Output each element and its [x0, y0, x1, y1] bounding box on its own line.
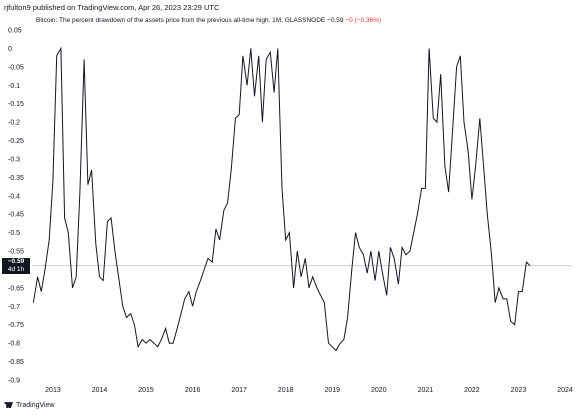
- y-tick-label: -0.35: [8, 175, 24, 182]
- y-tick-label: -0.85: [8, 359, 24, 366]
- x-tick-label: 2024: [557, 387, 573, 394]
- y-tick-label: -0.9: [8, 378, 20, 385]
- price-tag-value: −0.59: [7, 257, 25, 265]
- tradingview-logo[interactable]: TradingView: [4, 402, 55, 409]
- y-tick-label: -0.15: [8, 101, 24, 108]
- publish-attribution: rjfulton9 published on TradingView.com, …: [4, 3, 220, 12]
- y-tick-label: -0.2: [8, 120, 20, 127]
- x-tick-label: 2021: [418, 387, 434, 394]
- current-price-tag: −0.59 4d 1h: [2, 257, 30, 274]
- series-line: [32, 46, 531, 352]
- x-tick-label: 2018: [278, 387, 294, 394]
- legend-series-title: Bitcoin: The percent drawdown of the ass…: [36, 17, 326, 24]
- y-tick-label: -0.8: [8, 341, 20, 348]
- y-axis: 0.05 0 -0.05 -0.1 -0.15 -0.2 -0.25 -0.3 -0.35 -0.…: [8, 28, 24, 385]
- y-tick-label: -0.55: [8, 249, 24, 256]
- y-tick-label: -0.1: [8, 83, 20, 90]
- y-tick-label: -0.4: [8, 193, 20, 200]
- x-axis: 2013 2014 2015 2016 2017 2018 2019 2020 2021 2022…: [45, 387, 573, 394]
- legend-change: −0 (−0.36%): [345, 17, 382, 24]
- x-tick-label: 2016: [185, 387, 201, 394]
- y-tick-label: -0.05: [8, 64, 24, 71]
- x-tick-label: 2023: [511, 387, 527, 394]
- y-tick-label: -0.3: [8, 156, 20, 163]
- y-tick-label: -0.7: [8, 304, 20, 311]
- y-tick-label: -0.45: [8, 212, 24, 219]
- price-tag-countdown: 4d 1h: [7, 265, 25, 273]
- y-tick-label: -0.25: [8, 138, 24, 145]
- x-tick-label: 2019: [324, 387, 340, 394]
- y-tick-label: 0.05: [8, 28, 22, 35]
- y-tick-label: -0.65: [8, 285, 24, 292]
- x-tick-label: 2015: [138, 387, 154, 394]
- series-legend[interactable]: Bitcoin: The percent drawdown of the ass…: [36, 17, 381, 24]
- y-tick-label: -0.75: [8, 322, 24, 329]
- x-tick-label: 2020: [371, 387, 387, 394]
- x-tick-label: 2014: [92, 387, 108, 394]
- brand-name: TradingView: [16, 402, 55, 409]
- y-tick-label: -0.5: [8, 230, 20, 237]
- x-tick-label: 2022: [464, 387, 480, 394]
- legend-current-value: −0.59: [327, 17, 344, 24]
- tradingview-logo-icon: [4, 402, 13, 409]
- x-tick-label: 2017: [231, 387, 247, 394]
- x-tick-label: 2013: [45, 387, 61, 394]
- y-tick-label: 0: [8, 46, 12, 53]
